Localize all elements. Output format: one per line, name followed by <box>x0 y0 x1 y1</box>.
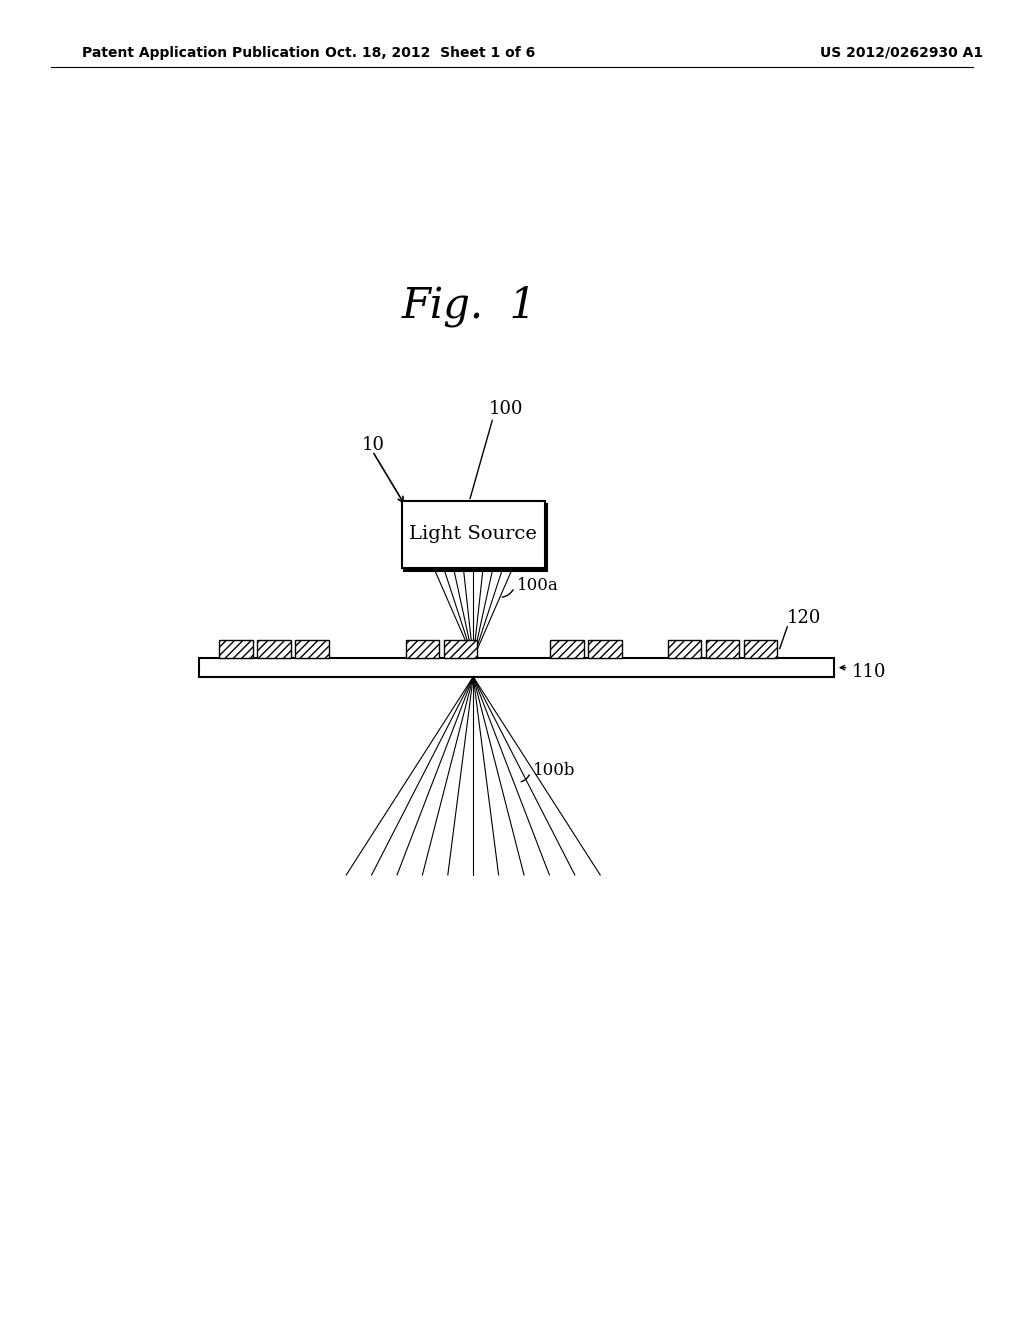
Bar <box>743 640 777 659</box>
Text: 100: 100 <box>489 400 523 417</box>
Bar <box>706 640 739 659</box>
Bar <box>404 504 547 570</box>
Bar <box>257 640 291 659</box>
Bar <box>401 502 545 568</box>
Text: Oct. 18, 2012  Sheet 1 of 6: Oct. 18, 2012 Sheet 1 of 6 <box>325 46 536 59</box>
Text: Light Source: Light Source <box>410 525 538 544</box>
Bar <box>219 640 253 659</box>
Bar <box>296 640 329 659</box>
Bar <box>200 659 835 677</box>
Bar <box>406 640 439 659</box>
Text: 10: 10 <box>362 436 385 454</box>
Bar <box>588 640 622 659</box>
Bar <box>668 640 701 659</box>
Text: 100a: 100a <box>517 577 559 594</box>
Text: Patent Application Publication: Patent Application Publication <box>82 46 319 59</box>
Bar <box>550 640 584 659</box>
Text: 100b: 100b <box>532 762 575 779</box>
Bar <box>443 640 477 659</box>
Text: 110: 110 <box>852 663 886 681</box>
Text: US 2012/0262930 A1: US 2012/0262930 A1 <box>819 46 983 59</box>
Text: 120: 120 <box>786 609 821 627</box>
Text: Fig.  1: Fig. 1 <box>401 285 537 327</box>
